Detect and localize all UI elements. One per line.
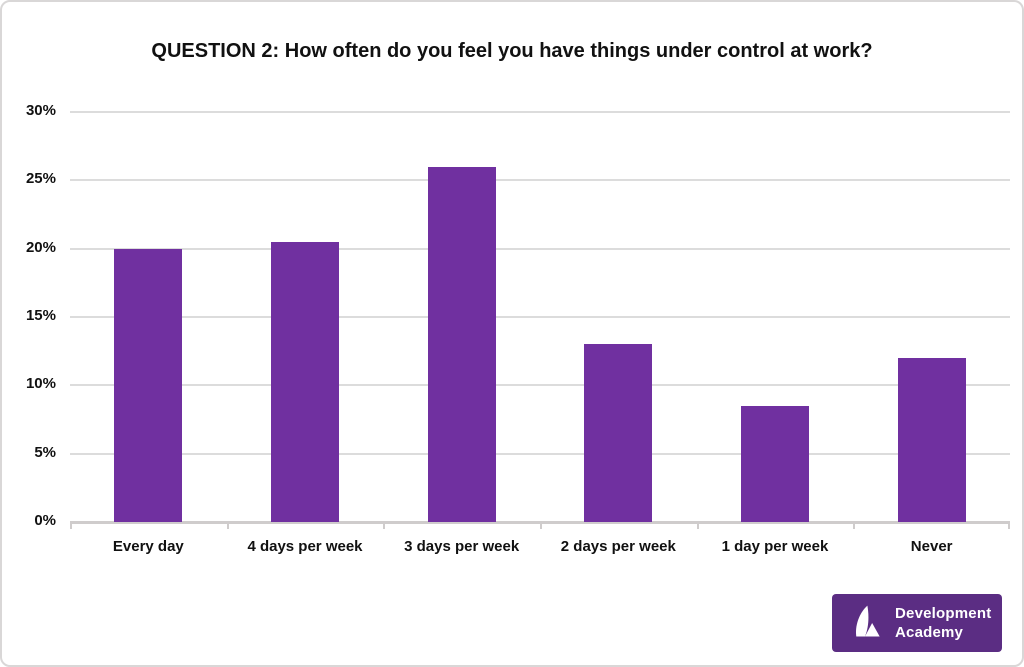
x-axis-tick <box>696 522 699 529</box>
x-tick-label: 2 days per week <box>560 538 676 555</box>
gridline <box>70 316 1010 318</box>
gridline <box>70 452 1010 455</box>
x-axis-tick <box>853 522 856 529</box>
bar-2-days-per-week <box>584 344 653 522</box>
bar-3-days-per-week <box>427 166 496 522</box>
gridline <box>70 247 1010 250</box>
y-axis-labels: 0% 5% 10% 15% 20% 25% 30% <box>2 2 58 665</box>
x-tick-label: 4 days per week <box>247 538 363 555</box>
x-tick-label: 1 day per week <box>721 538 829 555</box>
gridline <box>70 384 1010 387</box>
x-axis-tick <box>226 522 229 529</box>
x-tick-label: Every day <box>112 538 184 555</box>
y-tick-label: 0% <box>34 512 56 529</box>
x-axis-tick <box>1008 522 1010 529</box>
logo-icon <box>855 605 880 637</box>
brand-logo: Development Academy <box>832 594 1002 652</box>
bar-1-day-per-week <box>741 405 809 522</box>
gridline <box>70 111 1010 113</box>
bar-4-days-per-week <box>271 241 339 522</box>
logo-line2: Academy <box>895 624 964 641</box>
x-axis-labels: Every day 4 days per week 3 days per week 2… <box>70 538 1010 562</box>
y-tick-label: 15% <box>25 307 56 324</box>
bar-every-day <box>114 248 183 522</box>
plot-area <box>70 111 1010 529</box>
x-axis-tick <box>70 522 72 529</box>
logo-line1: Development <box>895 605 992 622</box>
bar-never <box>897 358 966 522</box>
y-tick-label: 25% <box>25 170 56 188</box>
x-axis-tick <box>383 522 386 529</box>
x-tick-label: Never <box>910 538 953 555</box>
chart-title: QUESTION 2: How often do you feel you ha… <box>151 40 873 62</box>
x-axis-tick <box>540 522 542 529</box>
logo-text: Development Academy <box>895 604 991 642</box>
gridline <box>70 179 1010 182</box>
y-tick-label: 5% <box>34 443 56 461</box>
x-tick-label: 3 days per week <box>404 538 520 555</box>
y-tick-label: 30% <box>25 102 56 119</box>
y-tick-label: 10% <box>25 375 56 393</box>
y-tick-label: 20% <box>25 238 56 256</box>
